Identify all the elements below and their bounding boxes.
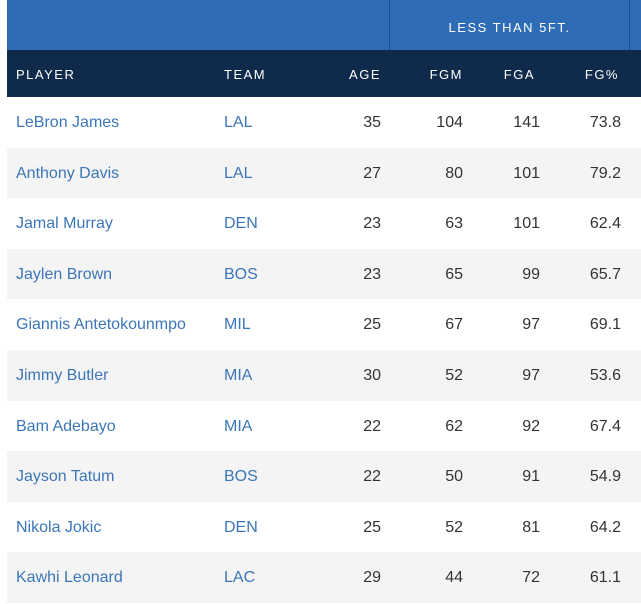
column-group-divider xyxy=(389,0,390,50)
table-row: Anthony Davis LAL 27 80 101 79.2 xyxy=(7,147,641,199)
fg-pct-cell: 65.7 xyxy=(589,265,621,283)
fg-pct-cell: 54.9 xyxy=(589,468,621,486)
team-link[interactable]: BOS xyxy=(224,468,258,486)
fg-pct-cell: 67.4 xyxy=(589,417,621,435)
team-link[interactable]: MIL xyxy=(224,316,251,334)
age-cell: 23 xyxy=(363,265,381,283)
player-link[interactable]: Kawhi Leonard xyxy=(16,569,123,587)
team-link[interactable]: DEN xyxy=(224,518,258,536)
team-link[interactable]: LAL xyxy=(224,114,253,131)
fga-cell: 91 xyxy=(522,468,540,486)
table-row: Jimmy Butler MIA 30 52 97 53.6 xyxy=(7,349,641,401)
age-cell: 30 xyxy=(363,366,381,384)
age-cell: 25 xyxy=(363,316,381,334)
player-link[interactable]: Jaylen Brown xyxy=(16,265,113,283)
table-row: Jayson Tatum BOS 22 50 91 54.9 xyxy=(7,451,641,502)
table-row: Jamal Murray DEN 23 63 101 62.4 xyxy=(7,198,641,249)
fg-pct-cell: 53.6 xyxy=(589,366,621,384)
team-link[interactable]: MIA xyxy=(224,366,253,384)
fga-cell: 72 xyxy=(522,569,540,587)
fgm-cell: 67 xyxy=(445,316,463,334)
fgm-cell: 52 xyxy=(445,518,463,536)
player-link[interactable]: Giannis Antetokounmpo xyxy=(16,316,186,334)
table-row: Bam Adebayo MIA 22 62 92 67.4 xyxy=(7,400,641,452)
age-cell: 22 xyxy=(363,468,381,486)
column-header-fgm[interactable]: FGM xyxy=(429,67,463,82)
fga-cell: 101 xyxy=(513,164,540,182)
team-link[interactable]: LAC xyxy=(224,569,256,587)
fga-cell: 81 xyxy=(522,518,540,536)
player-link[interactable]: Bam Adebayo xyxy=(16,417,116,435)
fgm-cell: 52 xyxy=(445,366,463,384)
fga-cell: 97 xyxy=(522,366,540,384)
fg-pct-cell: 69.1 xyxy=(589,316,621,334)
fga-cell: 141 xyxy=(513,114,540,131)
table-row: Jaylen Brown BOS 23 65 99 65.7 xyxy=(7,248,641,300)
group-header-less-than-5ft: LESS THAN 5FT. xyxy=(448,20,571,35)
table-row: Nikola Jokic DEN 25 52 81 64.2 xyxy=(7,501,641,553)
team-link[interactable]: LAL xyxy=(224,164,253,182)
age-cell: 25 xyxy=(363,518,381,536)
age-cell: 22 xyxy=(363,417,381,435)
player-link[interactable]: Anthony Davis xyxy=(16,164,120,182)
column-header-fga[interactable]: FGA xyxy=(503,67,535,82)
player-link[interactable]: Jamal Murray xyxy=(16,215,113,233)
fg-pct-cell: 64.2 xyxy=(589,518,621,536)
table-row: Kawhi Leonard LAC 29 44 72 61.1 xyxy=(7,552,641,603)
player-link[interactable]: Jimmy Butler xyxy=(16,366,109,384)
fga-cell: 101 xyxy=(513,215,540,233)
player-link[interactable]: Nikola Jokic xyxy=(16,518,102,536)
team-link[interactable]: DEN xyxy=(224,215,258,233)
fgm-cell: 50 xyxy=(445,468,463,486)
table-row: Giannis Antetokounmpo MIL 25 67 97 69.1 xyxy=(7,299,641,350)
team-link[interactable]: MIA xyxy=(224,417,253,435)
fgm-cell: 63 xyxy=(445,215,463,233)
column-group-divider xyxy=(629,0,630,50)
fg-pct-cell: 79.2 xyxy=(589,164,621,182)
column-header-row: PLAYER TEAM AGE FGM FGA FG% xyxy=(7,50,641,97)
fga-cell: 99 xyxy=(522,265,540,283)
age-cell: 23 xyxy=(363,215,381,233)
age-cell: 27 xyxy=(363,164,381,182)
column-header-age[interactable]: AGE xyxy=(349,67,381,82)
age-cell: 29 xyxy=(363,569,381,587)
age-cell: 35 xyxy=(363,114,381,131)
fgm-cell: 62 xyxy=(445,417,463,435)
fgm-cell: 65 xyxy=(445,265,463,283)
fgm-cell: 104 xyxy=(436,114,463,131)
fga-cell: 92 xyxy=(522,417,540,435)
fga-cell: 97 xyxy=(522,316,540,334)
fgm-cell: 80 xyxy=(445,164,463,182)
fg-pct-cell: 73.8 xyxy=(589,114,621,131)
fgm-cell: 44 xyxy=(445,569,463,587)
column-header-team[interactable]: TEAM xyxy=(224,67,267,82)
player-link[interactable]: Jayson Tatum xyxy=(16,468,115,486)
table-body: LeBron James LAL 35 104 141 73.8 Anthony… xyxy=(7,97,641,603)
fg-pct-cell: 61.1 xyxy=(589,569,621,587)
fg-pct-cell: 62.4 xyxy=(589,215,621,233)
table-row: LeBron James LAL 35 104 141 73.8 xyxy=(7,97,641,148)
column-header-player[interactable]: PLAYER xyxy=(16,67,76,82)
team-link[interactable]: BOS xyxy=(224,265,258,283)
group-header-row: LESS THAN 5FT. xyxy=(7,0,641,50)
player-link[interactable]: LeBron James xyxy=(16,114,120,131)
column-header-fg-pct[interactable]: FG% xyxy=(584,67,619,82)
